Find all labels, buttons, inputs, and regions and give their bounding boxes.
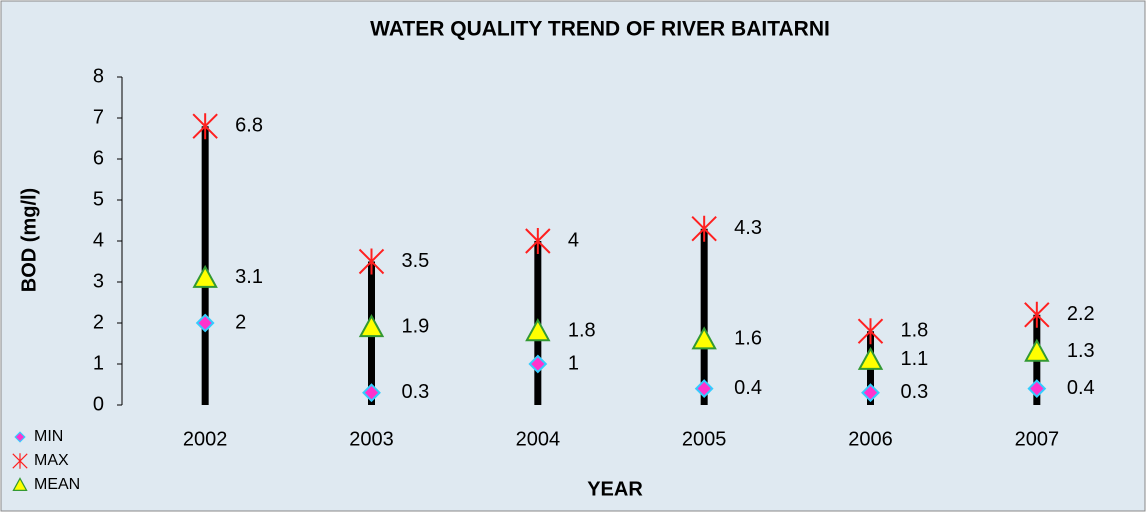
x-tick-label: 2003 [349,428,394,450]
x-tick-label: 2006 [848,428,893,450]
data-label: 2 [235,311,246,333]
data-label: 4 [568,229,579,251]
legend-marker [12,453,28,469]
max-marker [525,228,551,254]
y-tick-label: 2 [93,311,104,333]
y-tick-label: 4 [93,229,104,251]
mean-marker [358,314,385,338]
y-tick-label: 5 [93,188,104,210]
x-tick-label: 2002 [183,428,228,450]
data-label: 1.9 [402,315,430,337]
legend-marker [12,477,28,492]
y-axis-label: BOD (mg/l) [18,188,40,292]
data-label: 1.3 [1067,340,1095,362]
max-marker [857,318,884,345]
mean-marker [1024,338,1050,362]
data-label: 1.1 [901,348,929,370]
x-axis-label: YEAR [587,478,643,500]
y-tick-label: 1 [93,352,104,374]
data-label: 3.5 [402,250,430,272]
min-marker [1027,379,1047,399]
data-label: 2.2 [1067,303,1095,325]
data-label: 1.6 [734,328,762,350]
max-marker [1024,301,1050,328]
data-label: 0.4 [734,377,762,399]
mean-marker [525,318,551,342]
min-marker [362,383,381,403]
y-tick-label: 6 [93,147,104,169]
legend-label: MIN [34,428,63,445]
y-tick-label: 8 [93,65,104,87]
data-label: 0.3 [402,381,430,403]
min-marker [528,354,548,374]
data-label: 1 [568,352,579,374]
x-tick-label: 2005 [682,428,727,450]
legend-label: MEAN [34,476,80,493]
x-tick-label: 2004 [516,428,561,450]
min-marker [861,383,880,403]
chart-title: WATER QUALITY TREND OF RIVER BAITARNI [370,18,830,41]
data-label: 4.3 [734,217,762,239]
x-tick-label: 2007 [1015,428,1060,450]
min-marker [694,379,714,399]
mean-marker [857,346,884,370]
data-label: 0.3 [901,381,929,403]
data-label: 1.8 [901,319,929,341]
y-tick-label: 0 [93,393,104,415]
max-marker [691,215,717,242]
mean-marker [691,326,717,350]
mean-marker [192,264,218,288]
data-label: 0.4 [1067,377,1095,399]
data-label: 6.8 [235,114,263,136]
min-marker [195,313,215,333]
y-tick-label: 7 [93,106,104,128]
data-label: 3.1 [235,266,263,288]
data-label: 1.8 [568,319,596,341]
y-tick-label: 3 [93,270,104,292]
max-marker [192,113,218,140]
legend-label: MAX [34,452,69,469]
max-marker [358,248,385,275]
legend-marker [14,431,26,443]
